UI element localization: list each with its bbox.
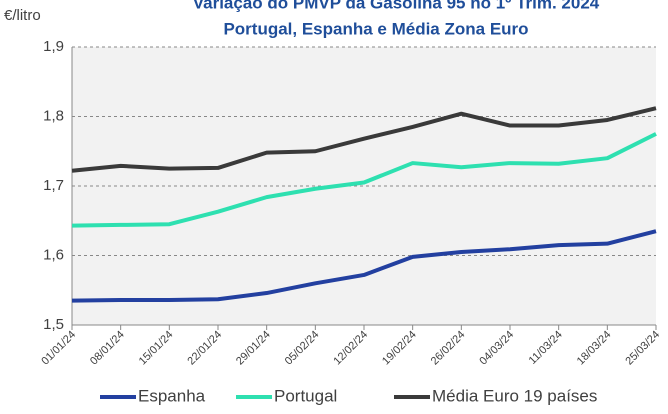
legend-label: Portugal — [274, 386, 337, 405]
x-tick-label: 08/01/24 — [88, 329, 127, 368]
x-tick-label: 04/03/24 — [477, 329, 516, 368]
y-tick-label: 1,7 — [43, 177, 64, 194]
x-tick-label: 26/02/24 — [429, 329, 468, 368]
y-tick-label: 1,8 — [43, 107, 64, 124]
legend-label: Espanha — [138, 386, 206, 405]
y-tick-label: 1,6 — [43, 246, 64, 263]
x-tick-label: 01/01/24 — [39, 329, 78, 368]
plot-area — [72, 47, 656, 325]
chart-subtitle: Portugal, Espanha e Média Zona Euro — [223, 19, 528, 38]
legend-label: Média Euro 19 países — [432, 386, 597, 405]
y-tick-label: 1,9 — [43, 38, 64, 55]
x-tick-label: 18/03/24 — [575, 329, 614, 368]
line-series — [71, 106, 657, 173]
chart-title: Variação do PMVP da Gasolina 95 no 1º Tr… — [193, 0, 600, 12]
x-tick-label: 29/01/24 — [234, 329, 273, 368]
x-tick-label: 25/03/24 — [623, 329, 662, 368]
line-series — [71, 229, 657, 303]
x-tick-label: 22/01/24 — [185, 329, 224, 368]
x-tick-label: 11/03/24 — [527, 329, 565, 367]
y-tick-label: 1,5 — [43, 316, 64, 333]
y-axis-label: €/litro — [4, 7, 41, 24]
line-series — [71, 132, 657, 228]
x-tick-label: 15/01/24 — [137, 329, 176, 368]
x-tick-label: 05/02/24 — [283, 329, 322, 368]
x-tick-label: 12/02/24 — [331, 329, 370, 368]
x-tick-label: 19/02/24 — [380, 329, 419, 368]
